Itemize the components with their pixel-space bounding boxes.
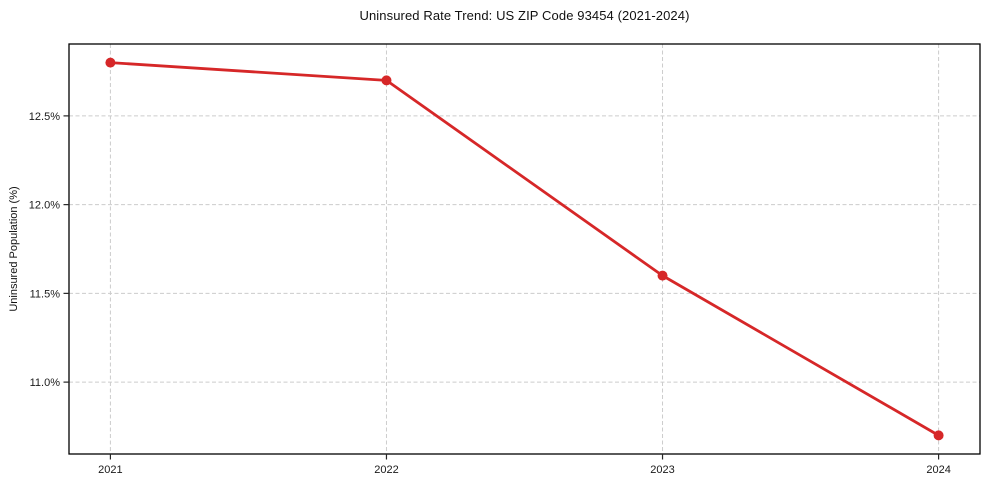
x-axis-tick-label: 2024 [926, 464, 950, 476]
trend-line [109, 61, 940, 437]
data-point-marker [933, 430, 944, 441]
x-axis-tick-label: 2023 [650, 464, 674, 476]
x-axis-tick-label: 2022 [374, 464, 398, 476]
y-axis-tick-label: 12.0% [29, 200, 60, 212]
y-axis-tick-label: 11.0% [30, 377, 61, 389]
data-point-marker [105, 57, 116, 68]
axes-spines [68, 43, 981, 455]
x-axis-tick-label: 2021 [98, 464, 122, 476]
data-point-marker [657, 270, 668, 281]
y-axis-tick-label: 12.5% [29, 111, 60, 123]
data-point-marker [381, 75, 392, 86]
y-axis-tick-label: 11.5% [30, 288, 61, 300]
chart-title: Uninsured Rate Trend: US ZIP Code 93454 … [359, 8, 690, 23]
